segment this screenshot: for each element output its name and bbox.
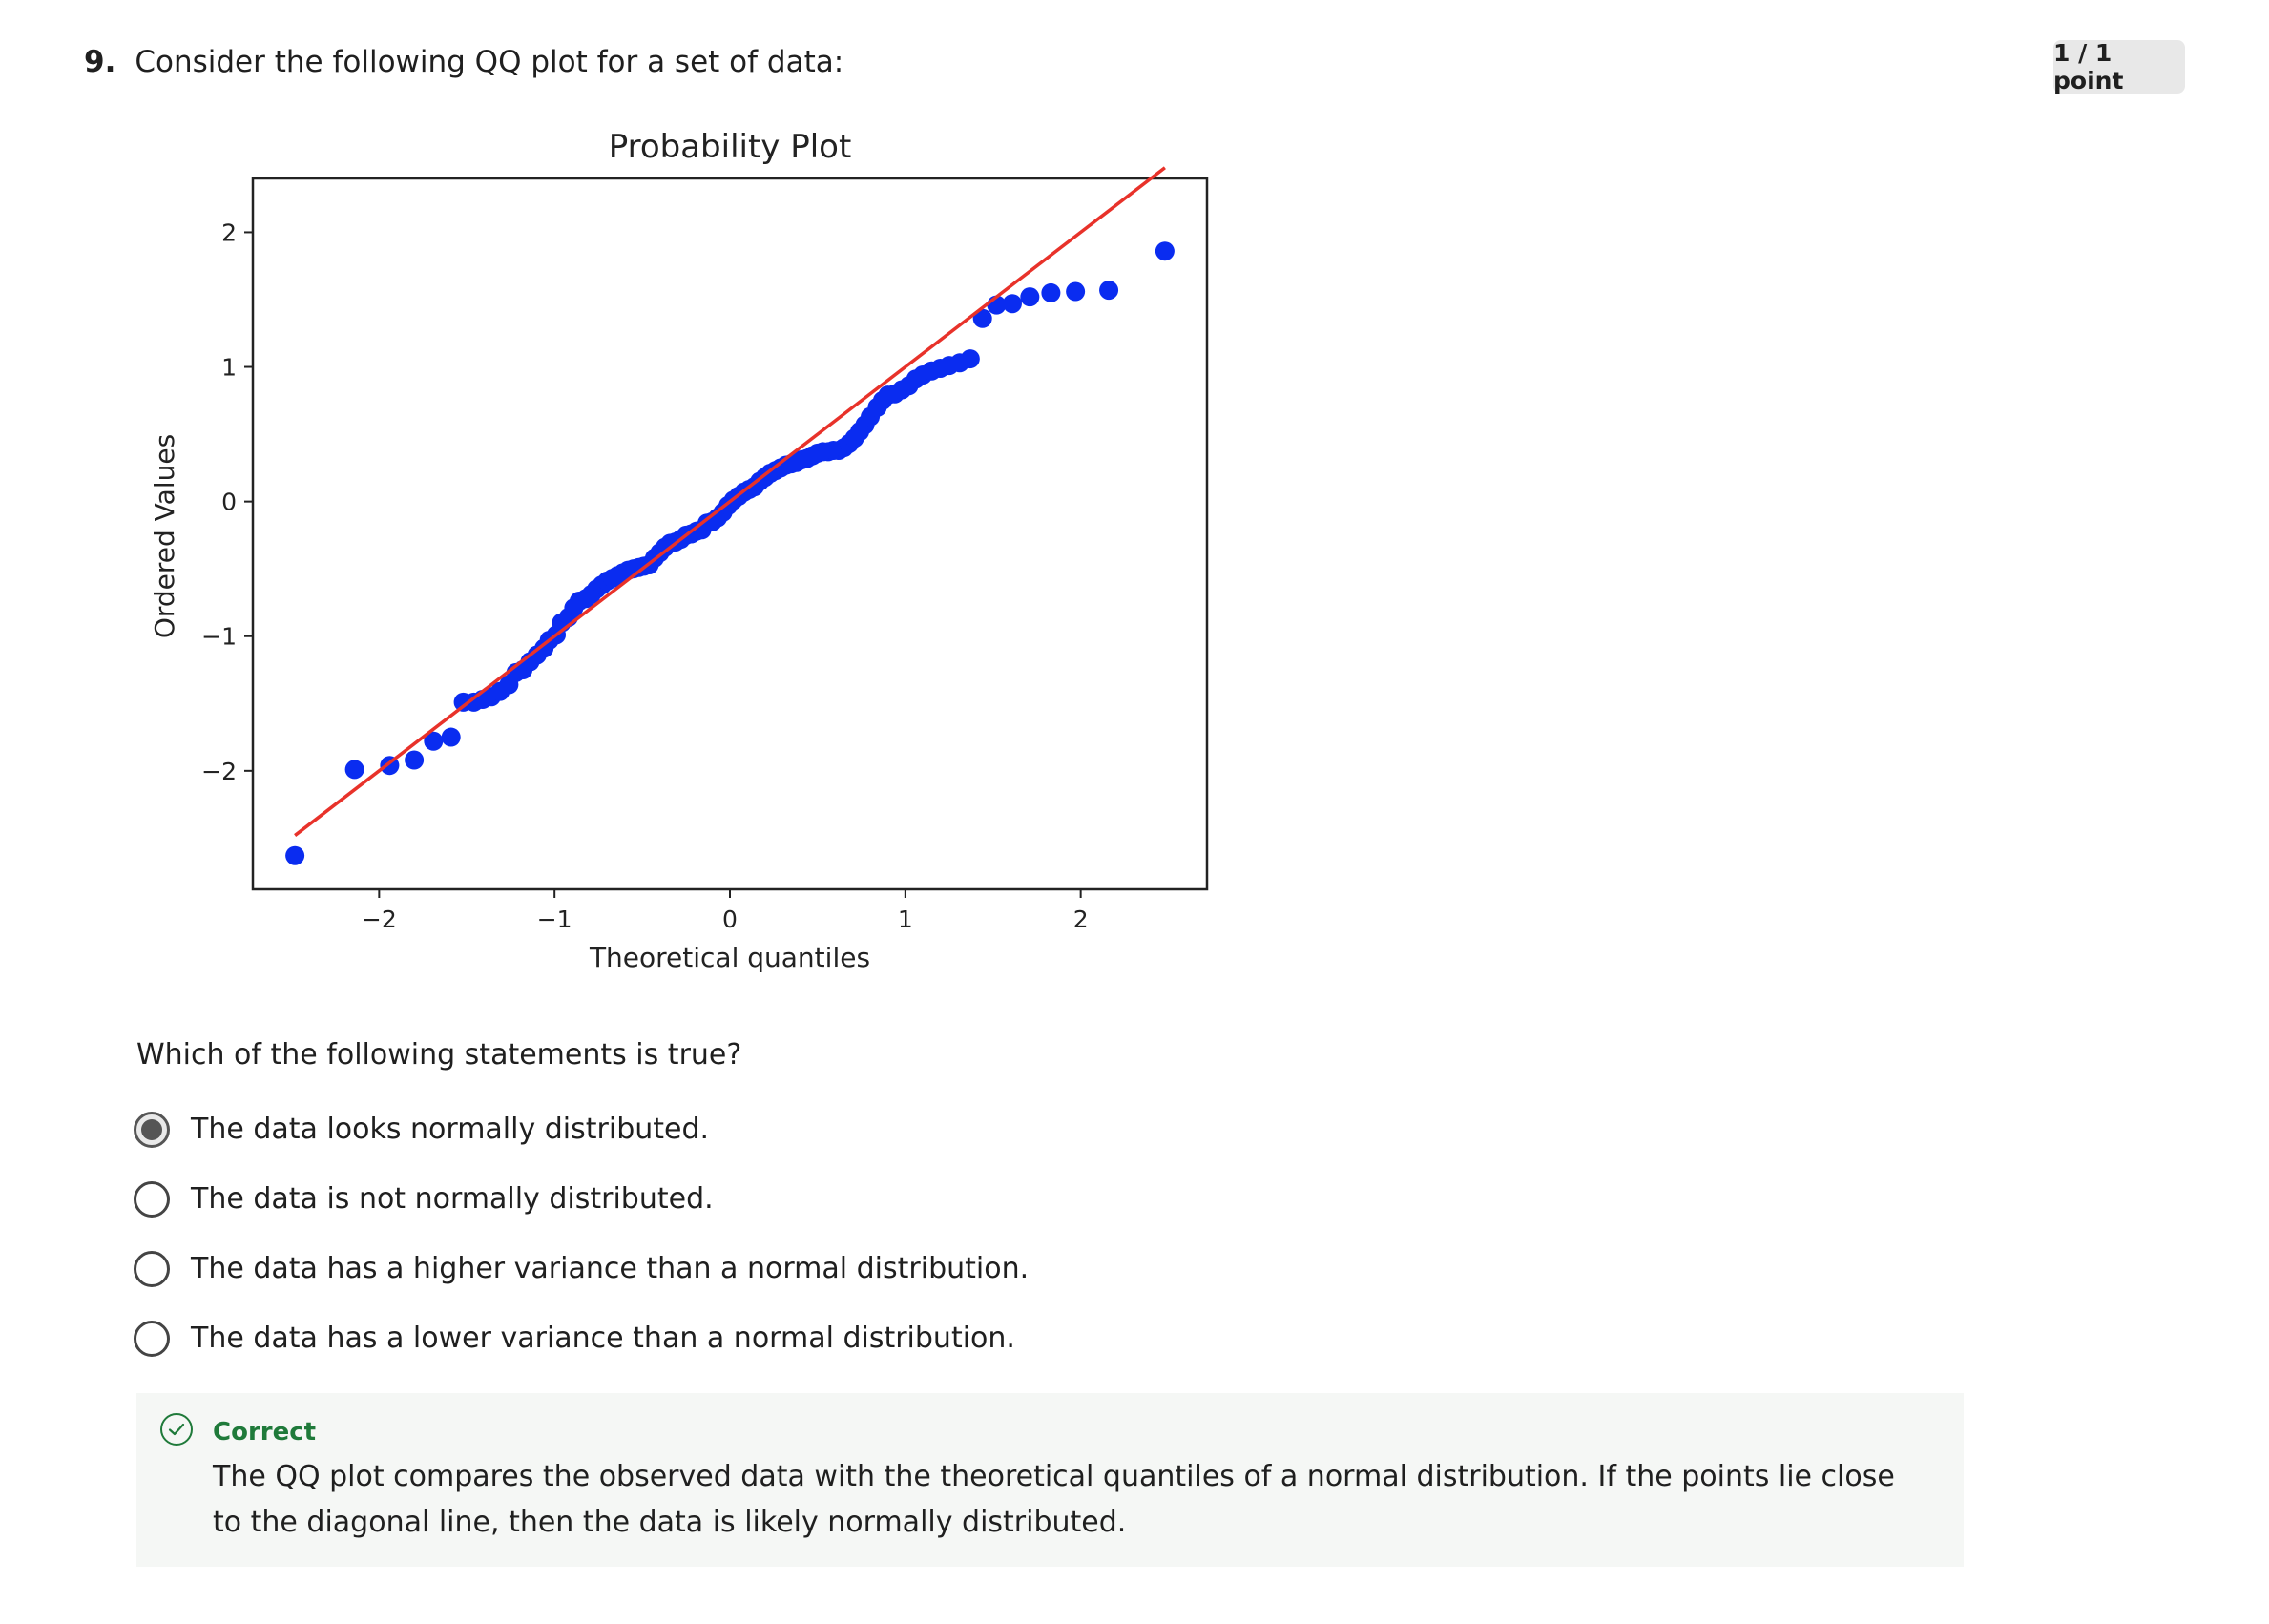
- question-header: 9. Consider the following QQ plot for a …: [84, 42, 843, 82]
- data-point: [960, 349, 980, 369]
- y-tick-label: 1: [221, 354, 237, 382]
- fit-line: [294, 166, 1166, 837]
- x-tick-label: 1: [898, 906, 913, 933]
- data-point: [1155, 241, 1175, 261]
- y-tick-label: −1: [201, 623, 237, 651]
- option-label: The data has a higher variance than a no…: [191, 1252, 1030, 1285]
- x-tick-label: −1: [537, 906, 572, 933]
- question-text: Consider the following QQ plot for a set…: [135, 45, 844, 79]
- x-tick-label: −2: [362, 906, 397, 933]
- option-label: The data looks normally distributed.: [191, 1113, 710, 1146]
- plot-area: −2 −1 0 1 2 −2 −1 0 1 2: [201, 166, 1209, 933]
- answer-options: The data looks normally distributed. The…: [134, 1107, 1029, 1385]
- radio-button[interactable]: [134, 1321, 170, 1357]
- option-not-normally-distributed[interactable]: The data is not normally distributed.: [134, 1176, 1029, 1222]
- option-lower-variance[interactable]: The data has a lower variance than a nor…: [134, 1316, 1029, 1362]
- x-tick-label: 0: [722, 906, 738, 933]
- radio-button-selected[interactable]: [134, 1112, 170, 1148]
- option-label: The data is not normally distributed.: [191, 1182, 714, 1216]
- feedback-panel: Correct The QQ plot compares the observe…: [136, 1393, 1964, 1567]
- chart-title: Probability Plot: [609, 128, 852, 166]
- data-point: [1002, 294, 1022, 314]
- option-normally-distributed[interactable]: The data looks normally distributed.: [134, 1107, 1029, 1153]
- y-tick-label: 0: [221, 489, 237, 516]
- feedback-text: The QQ plot compares the observed data w…: [213, 1460, 1895, 1539]
- y-tick-label: 2: [221, 219, 237, 246]
- x-axis-label: Theoretical quantiles: [589, 942, 870, 973]
- question-prompt: Which of the following statements is tru…: [136, 1038, 742, 1072]
- feedback-title: Correct: [213, 1418, 317, 1447]
- score-badge: 1 / 1 point: [2053, 39, 2185, 94]
- data-point: [285, 845, 305, 865]
- option-label: The data has a lower variance than a nor…: [191, 1322, 1015, 1355]
- question-number: 9.: [84, 45, 116, 79]
- x-tick-label: 2: [1073, 906, 1089, 933]
- plot-frame: [251, 177, 1209, 891]
- data-point: [424, 731, 444, 751]
- radio-button[interactable]: [134, 1251, 170, 1287]
- data-point: [1020, 287, 1040, 307]
- data-point: [1099, 281, 1119, 301]
- data-point: [972, 308, 992, 328]
- check-circle-icon: [160, 1413, 193, 1446]
- option-higher-variance[interactable]: The data has a higher variance than a no…: [134, 1246, 1029, 1292]
- radio-dot: [141, 1119, 162, 1140]
- data-point: [344, 760, 364, 780]
- qq-plot-chart: Probability Plot −2 −1 0 1 2 −2 −1 0 1 2 Theoreti…: [134, 115, 1221, 992]
- data-point: [1066, 281, 1086, 302]
- data-point: [405, 750, 425, 770]
- qq-plot-svg: Probability Plot −2 −1 0 1 2 −2 −1 0 1 2 Theoreti…: [149, 128, 1209, 973]
- data-point: [1041, 282, 1061, 302]
- data-point: [441, 727, 461, 747]
- radio-button[interactable]: [134, 1181, 170, 1218]
- y-tick-label: −2: [201, 758, 237, 785]
- y-axis-label: Ordered Values: [149, 434, 180, 638]
